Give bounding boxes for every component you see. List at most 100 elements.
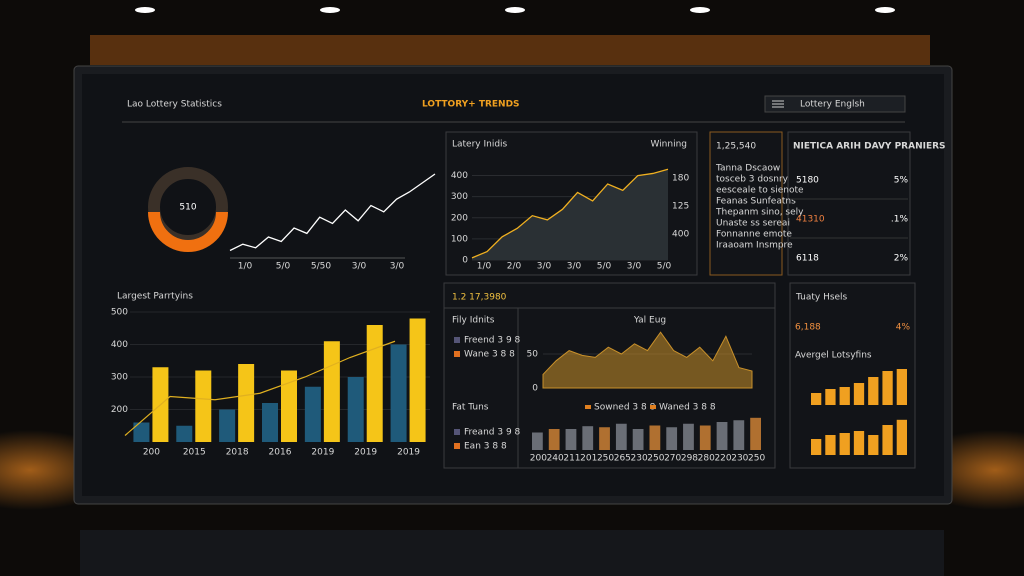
bar [409,318,426,442]
bar [390,344,407,442]
y-tick-label: 400 [451,171,468,181]
bar [219,409,236,442]
big-percent: 5% [894,176,909,186]
bar [666,427,678,450]
trends-title: Latery Inidis [452,140,508,150]
bar [532,432,543,450]
bar [133,422,150,442]
middle-header: 1.2 17,3980 [452,293,507,303]
x-tick-label: 3/0 [567,262,582,272]
legend-item: Sowned 3 8 8 [594,403,656,413]
ceiling-lights [135,7,895,13]
gauge-arc [148,211,228,252]
x-tick-label: 230 [731,454,748,464]
x-tick-label: 250 [748,454,765,464]
x-tick-label: 3/0 [627,262,642,272]
y-tick-label: 300 [111,373,128,383]
bar [868,377,879,405]
menu-icon[interactable] [772,100,784,108]
x-tick-label: 2016 [269,448,292,458]
x-tick-label: 2018 [226,448,249,458]
y2-tick-label: 125 [672,202,689,212]
search-text[interactable]: Lottery Englsh [800,100,865,110]
x-tick-label: 3/0 [352,262,367,272]
y-tick-label: 400 [111,340,128,350]
ceiling-glow [90,35,930,65]
y-tick-label: 300 [451,192,468,202]
x-tick-label: 5/50 [311,262,331,272]
x-tick-label: 280 [698,454,715,464]
bar [811,439,822,455]
right-value: 6,188 [795,323,821,333]
legend-item: Ean 3 8 8 [464,442,507,452]
bar [632,429,644,450]
largest-title: Largest Parrtyins [117,292,193,302]
center-title: LOTTORY+ TRENDS [422,100,520,110]
sparkline [229,173,436,252]
right-percent: 4% [896,323,911,333]
bar [347,377,364,442]
bar [825,435,836,455]
bar [366,325,383,442]
x-tick-label: 3/0 [390,262,405,272]
x-tick-label: 2/0 [507,262,522,272]
legend-item: Freand 3 9 8 [464,428,521,438]
stats-line: Unaste ss sereai [716,219,790,229]
legend-swatch [454,337,460,343]
legend-swatch [454,429,460,435]
bar [304,386,321,442]
stats-card [709,131,783,276]
x-tick-label: 240 [547,454,564,464]
x-tick-label: 265 [614,454,631,464]
legend-item: Wane 3 8 8 [464,350,515,360]
bar [882,371,893,405]
legend-title: Fat Tuns [452,403,489,413]
bar [825,389,836,405]
big-percent: .1% [891,215,909,225]
x-tick-label: 2019 [397,448,420,458]
bar [281,370,297,442]
big-numbers-panel [787,131,911,276]
gauge-value: 510 [179,203,196,213]
bar [896,419,907,455]
bar [582,426,594,450]
stats-line: Tanna Dscaow [715,164,780,174]
legend-swatch [650,405,656,409]
trends-right-label: Winning [650,140,687,150]
area-title: Yal Eug [633,316,666,326]
x-tick-label: 2015 [183,448,206,458]
bar [896,369,907,405]
y-tick-label: 100 [451,234,468,244]
bar [238,364,255,442]
x-tick-label: 2019 [311,448,334,458]
y2-tick-label: 400 [672,230,689,240]
y-tick-label: 0 [462,256,468,266]
legend-swatch [585,405,591,409]
big-number: 5180 [796,176,819,186]
x-tick-label: 5/0 [276,262,291,272]
legend-item: Waned 3 8 8 [659,403,716,413]
right-title: Tuaty Hsels [795,293,848,303]
legend-swatch [454,351,460,357]
bar [683,423,694,450]
y-tick-label: 500 [111,308,128,318]
search-box[interactable] [764,95,906,113]
big-number: 6118 [796,254,819,264]
bar [868,435,879,455]
stats-value: 1,25,540 [716,142,756,152]
bar [853,383,865,405]
bar [615,423,627,450]
x-tick-label: 250 [597,454,614,464]
right-subtitle: Avergel Lotsyfins [795,351,872,361]
y-tick-label: 200 [451,213,468,223]
bar [262,403,278,442]
bar [853,431,865,455]
stats-line: Fonnanne emote [716,230,792,240]
reflection [80,530,944,576]
y-tick-label: 0 [532,384,538,394]
x-tick-label: 201 [580,454,597,464]
bar [839,387,850,405]
x-tick-label: 1/0 [238,262,253,272]
